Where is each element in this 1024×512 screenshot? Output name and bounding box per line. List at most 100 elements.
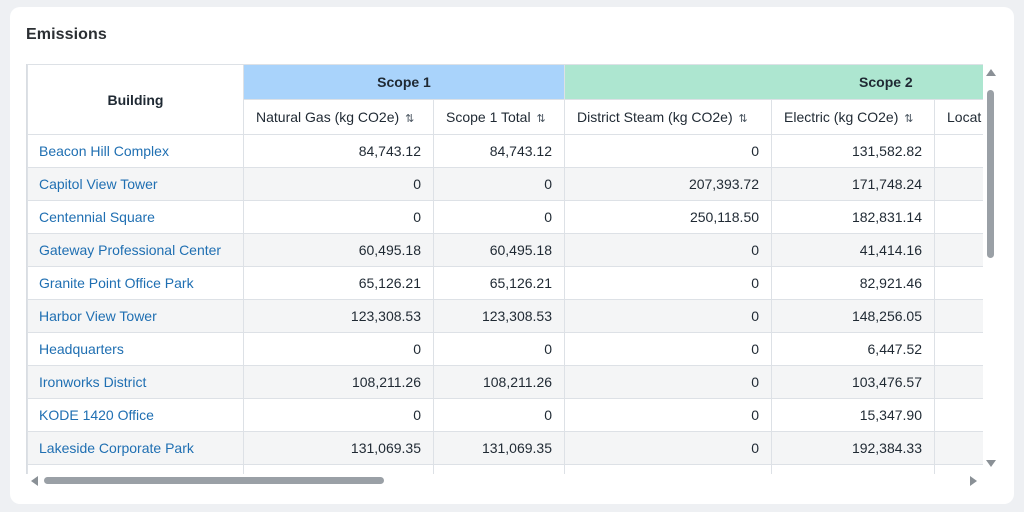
vertical-scrollbar[interactable] (984, 64, 997, 476)
table-cell: 250,118.50 (564, 200, 773, 234)
table-cell (771, 464, 936, 474)
table-cell: 84,743.12 (243, 134, 434, 168)
table-cell (934, 464, 983, 474)
scope-2-group-header: Scope 2 (564, 64, 983, 100)
table-cell: 0 (432, 332, 566, 366)
table-row[interactable] (27, 464, 983, 474)
table-row[interactable]: Gateway Professional Center 60,495.18 60,4… (27, 233, 983, 267)
table-cell: 108,211.26 (243, 365, 434, 399)
table-cell: 82,921.46 (771, 266, 936, 300)
building-name-link[interactable]: Gateway Professional Center (27, 233, 244, 267)
horizontal-scroll-thumb[interactable] (44, 477, 384, 484)
building-name-link[interactable]: KODE 1420 Office (27, 398, 244, 432)
table-cell: 60,495.18 (432, 233, 566, 267)
table-cell: 207,393.72 (564, 167, 773, 201)
table-row[interactable]: Granite Point Office Park 65,126.21 65,126… (27, 266, 983, 300)
table-cell: 0 (432, 200, 566, 234)
table-cell: 0 (432, 398, 566, 432)
table-cell: 131,582.82 (771, 134, 936, 168)
table-cell (243, 464, 434, 474)
table-cell: 131,069.35 (243, 431, 434, 465)
table-cell (934, 299, 983, 333)
table-cell: 123,308.53 (432, 299, 566, 333)
building-name-link[interactable]: Harbor View Tower (27, 299, 244, 333)
sort-icon[interactable]: ⇅ (738, 113, 748, 125)
emissions-card: Emissions Building Scope 1 Scope 2 Natur… (10, 7, 1014, 504)
scroll-down-arrow-icon[interactable] (986, 460, 996, 467)
table-cell (934, 266, 983, 300)
table-row[interactable]: Lakeside Corporate Park 131,069.35 131,069… (27, 431, 983, 465)
location-column-header[interactable]: Locat (934, 99, 983, 135)
building-name-link[interactable]: Ironworks District (27, 365, 244, 399)
table-row[interactable]: Ironworks District 108,211.26 108,211.26 0 1… (27, 365, 983, 399)
building-name-link[interactable] (27, 464, 244, 474)
building-name-link[interactable]: Granite Point Office Park (27, 266, 244, 300)
scope-1-group-header: Scope 1 (242, 64, 566, 100)
scroll-left-arrow-icon[interactable] (31, 476, 38, 486)
table-cell: 0 (243, 200, 434, 234)
table-row[interactable]: Centennial Square 0 0 250,118.50 182,831.14 (27, 200, 983, 234)
table-cell: 0 (564, 398, 773, 432)
card-title: Emissions (26, 26, 107, 43)
table-cell: 65,126.21 (432, 266, 566, 300)
table-cell: 41,414.16 (771, 233, 936, 267)
table-cell: 84,743.12 (432, 134, 566, 168)
table-cell (934, 365, 983, 399)
table-cell: 171,748.24 (771, 167, 936, 201)
table-row[interactable]: Harbor View Tower 123,308.53 123,308.53 0 14… (27, 299, 983, 333)
table-cell: 148,256.05 (771, 299, 936, 333)
table-cell: 192,384.33 (771, 431, 936, 465)
table-cell: 0 (564, 332, 773, 366)
table-cell: 0 (432, 167, 566, 201)
scope-1-total-column-header[interactable]: Scope 1 Total ⇅ (432, 99, 566, 135)
table-cell (432, 464, 566, 474)
table-cell (934, 332, 983, 366)
table-cell: 0 (243, 332, 434, 366)
electric-column-header[interactable]: Electric (kg CO2e) ⇅ (771, 99, 936, 135)
table-cell: 0 (243, 167, 434, 201)
table-cell: 60,495.18 (243, 233, 434, 267)
table-row[interactable]: Headquarters 0 0 0 6,447.52 (27, 332, 983, 366)
table-cell (934, 233, 983, 267)
scroll-up-arrow-icon[interactable] (986, 69, 996, 76)
table-cell: 123,308.53 (243, 299, 434, 333)
horizontal-scrollbar[interactable] (26, 474, 983, 487)
table-cell (934, 431, 983, 465)
vertical-scroll-thumb[interactable] (987, 90, 994, 258)
sort-icon[interactable]: ⇅ (904, 113, 913, 125)
table-cell (934, 398, 983, 432)
building-name-link[interactable]: Lakeside Corporate Park (27, 431, 244, 465)
table-viewport[interactable]: Building Scope 1 Scope 2 Natural Gas (kg… (26, 64, 983, 474)
table-cell: 103,476.57 (771, 365, 936, 399)
building-name-link[interactable]: Beacon Hill Complex (27, 134, 244, 168)
table-cell (934, 200, 983, 234)
table-cell (564, 464, 773, 474)
table-cell: 0 (564, 266, 773, 300)
table-row[interactable]: KODE 1420 Office 0 0 0 15,347.90 (27, 398, 983, 432)
table-body: Beacon Hill Complex 84,743.12 84,743.12 0 13… (27, 134, 983, 474)
table-cell: 0 (564, 431, 773, 465)
table-cell: 182,831.14 (771, 200, 936, 234)
table-cell: 0 (564, 299, 773, 333)
sort-icon[interactable]: ⇅ (536, 113, 545, 125)
emissions-table: Building Scope 1 Scope 2 Natural Gas (kg… (27, 64, 983, 474)
table-cell: 131,069.35 (432, 431, 566, 465)
table-cell: 65,126.21 (243, 266, 434, 300)
building-name-link[interactable]: Capitol View Tower (27, 167, 244, 201)
district-steam-column-header[interactable]: District Steam (kg CO2e) ⇅ (564, 99, 773, 135)
scroll-right-arrow-icon[interactable] (970, 476, 977, 486)
building-name-link[interactable]: Headquarters (27, 332, 244, 366)
table-cell (934, 167, 983, 201)
building-column-header[interactable]: Building (27, 64, 244, 135)
table-cell: 0 (564, 365, 773, 399)
table-cell: 108,211.26 (432, 365, 566, 399)
sort-icon[interactable]: ⇅ (405, 113, 414, 125)
natural-gas-column-header[interactable]: Natural Gas (kg CO2e) ⇅ (243, 99, 434, 135)
building-name-link[interactable]: Centennial Square (27, 200, 244, 234)
table-row[interactable]: Capitol View Tower 0 0 207,393.72 171,748.24 (27, 167, 983, 201)
table-cell: 6,447.52 (771, 332, 936, 366)
table-cell: 0 (564, 233, 773, 267)
table-row[interactable]: Beacon Hill Complex 84,743.12 84,743.12 0 13… (27, 134, 983, 168)
table-cell: 15,347.90 (771, 398, 936, 432)
table-cell: 0 (564, 134, 773, 168)
